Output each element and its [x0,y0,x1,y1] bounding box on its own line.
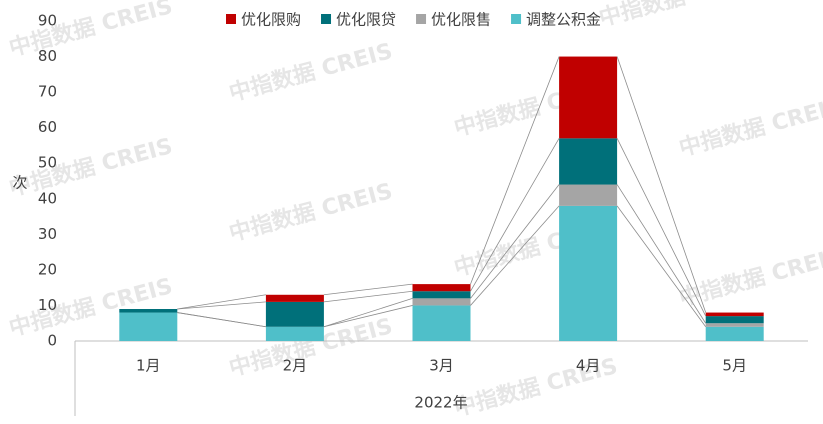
legend-swatch [226,14,236,24]
bar-segment [265,326,324,341]
series-connector [323,305,413,328]
y-tick-label: 0 [47,332,57,350]
watermark: 中指数据 CREIS [226,38,395,107]
series-connector [177,294,266,310]
series-connector [177,312,266,328]
x-tick-label: 3月 [429,357,454,375]
watermark: 中指数据 CREIS [6,0,175,62]
bar-segment [412,305,471,341]
bar-segment [705,312,764,317]
watermark: 中指数据 CREIS [596,0,765,32]
legend-swatch [321,14,332,24]
y-tick-label: 90 [38,12,57,30]
series-connector [470,205,560,306]
watermark: 中指数据 CREIS [226,178,395,247]
y-tick-label: 20 [38,260,57,278]
series-connector [323,297,413,328]
y-tick-label: 10 [38,296,57,314]
series-connector [177,301,266,310]
x-tick-label: 2月 [283,357,308,375]
series-connector [470,138,560,292]
legend-label: 优化限贷 [336,11,396,29]
series-connector [616,205,707,328]
bar-segment [705,323,764,327]
y-tick-label: 60 [38,118,57,136]
legend-label: 优化限售 [431,11,491,29]
bar-segment [412,298,471,306]
y-axis-label: 次 [12,174,27,192]
legend-label: 调整公积金 [526,11,601,29]
bar-segment [559,184,618,206]
legend-label: 优化限购 [241,11,301,29]
y-tick-label: 70 [38,83,57,101]
bar-segment [412,284,471,292]
x-tick-label: 4月 [576,357,601,375]
bar-segment [265,294,324,302]
watermark: 中指数据 CREIS [6,133,175,202]
y-tick-label: 50 [38,154,57,172]
bar-segment [559,56,618,139]
watermark: 中指数据 CREIS [676,93,823,162]
bar-segment [705,316,764,324]
legend-swatch [416,14,427,24]
bar-segment [412,291,471,299]
series-connector [616,56,707,313]
bar-segment [119,312,178,341]
y-tick-label: 30 [38,225,57,243]
y-tick-label: 80 [38,47,57,65]
x-axis-label: 2022年 [414,394,467,412]
series-connector [470,56,560,285]
series-connector [323,290,413,303]
y-tick-label: 40 [38,189,57,207]
series-connector [323,283,413,296]
bar-segment [265,301,324,327]
bar-segment [559,138,618,185]
bar-segment [559,205,618,341]
x-tick-label: 5月 [722,357,747,375]
legend-swatch [511,14,522,24]
bar-segment [705,326,764,341]
series-connector [616,184,707,324]
series-connector [470,184,560,299]
bar-segment [119,309,178,313]
series-connector [616,138,707,317]
x-tick-label: 1月 [136,357,161,375]
